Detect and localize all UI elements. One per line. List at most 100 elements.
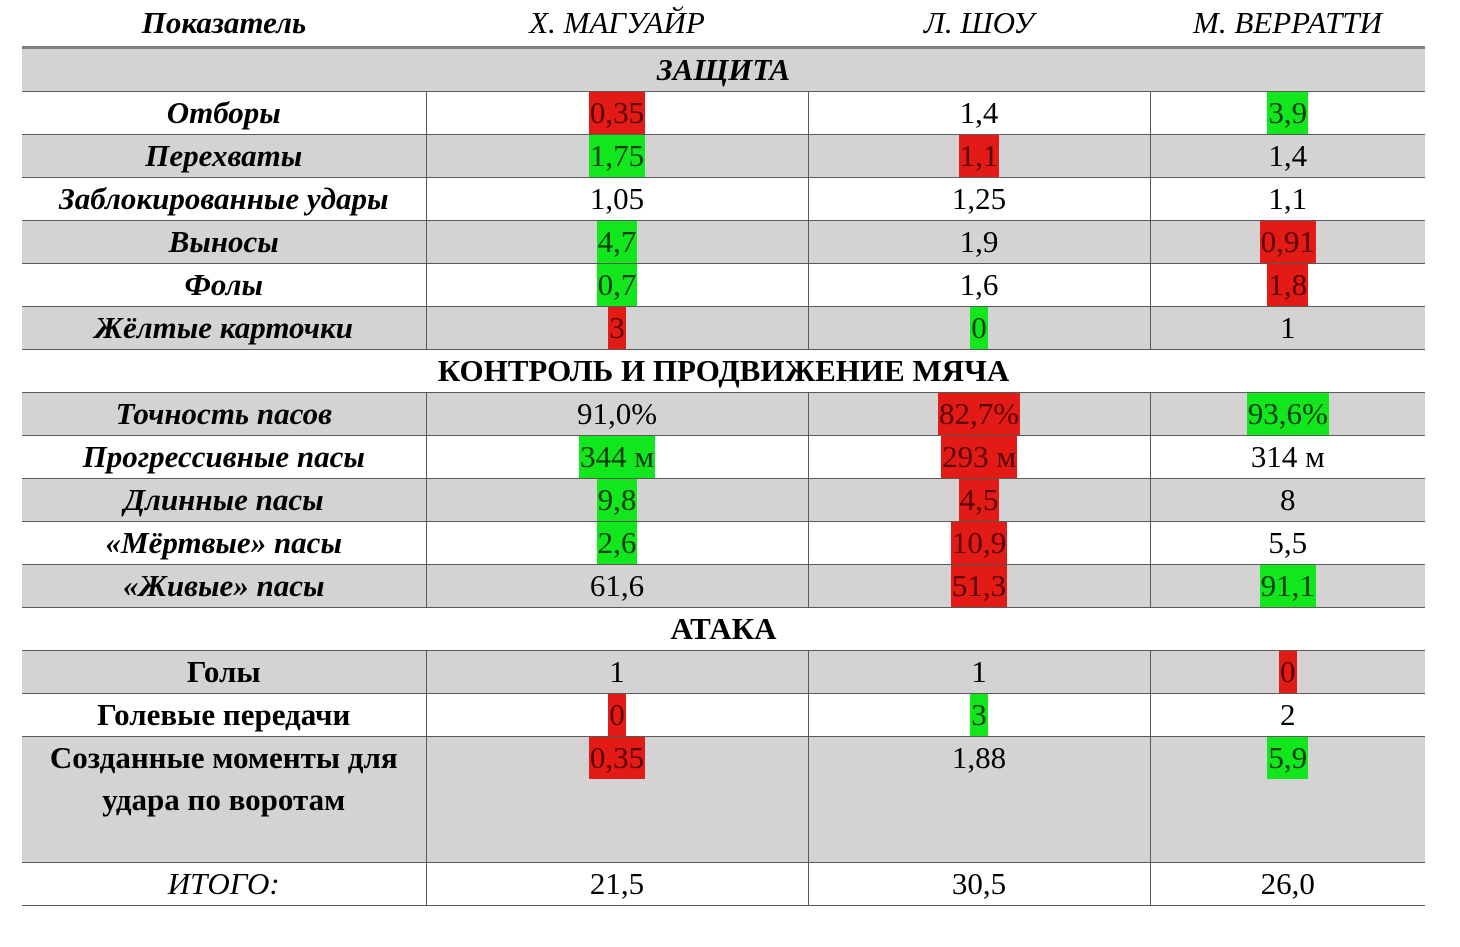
stat-value-cell: 2 [1149, 693, 1425, 737]
stat-value: 61,6 [589, 568, 645, 603]
stat-value-cell: 51,3 [807, 564, 1150, 608]
stat-label: «Живые» пасы [22, 564, 426, 608]
stat-value-cell: 1,1 [1149, 177, 1425, 221]
stat-value: 3 [970, 694, 988, 736]
stat-value: 314 м [1250, 439, 1325, 474]
stat-value-cell: 8 [1149, 478, 1425, 522]
stat-value: 1,05 [589, 181, 645, 216]
stat-value: 1,4 [1268, 138, 1308, 173]
stat-label: Выносы [22, 220, 426, 264]
total-value: 30,5 [807, 862, 1150, 906]
section-title: АТАКА [22, 607, 1425, 651]
stat-value-cell: 91,1 [1149, 564, 1425, 608]
stat-value-cell: 1,9 [807, 220, 1150, 264]
player-name: Л. ШОУ [808, 0, 1150, 49]
stat-row: Прогрессивные пасы 344 м 293 м 314 м [22, 435, 1425, 479]
stat-value: 2,6 [596, 522, 638, 564]
total-label: ИТОГО: [22, 862, 426, 906]
stat-value-cell: 1 [1149, 306, 1425, 350]
player-comparison-table: Показатель Х. МАГУАЙР Л. ШОУ М. ВЕРРАТТИ… [22, 0, 1425, 906]
stat-value-cell: 314 м [1149, 435, 1425, 479]
stat-value: 293 м [941, 436, 1017, 478]
stat-value: 0 [1279, 651, 1297, 693]
stat-row: Жёлтые карточки 3 0 1 [22, 306, 1425, 350]
stat-value-cell: 4,5 [807, 478, 1150, 522]
section-title: ЗАЩИТА [22, 47, 1425, 92]
stat-value-cell: 1 [425, 650, 808, 694]
stat-label: Точность пасов [22, 392, 426, 436]
stat-value: 1,4 [959, 95, 999, 130]
stat-value-cell: 0 [425, 693, 808, 737]
stat-value: 3 [608, 307, 626, 349]
stat-value: 4,5 [958, 479, 1000, 521]
stat-row: Длинные пасы 9,8 4,5 8 [22, 478, 1425, 522]
section-title: КОНТРОЛЬ И ПРОДВИЖЕНИЕ МЯЧА [22, 349, 1425, 393]
stat-value-cell: 0,91 [1149, 220, 1425, 264]
stat-value-cell: 1,88 [807, 736, 1150, 863]
stat-value: 0 [608, 694, 626, 736]
stat-value-cell: 0,7 [425, 263, 808, 307]
stat-value-cell: 1,4 [1149, 134, 1425, 178]
stat-value-cell: 4,7 [425, 220, 808, 264]
stat-value: 3,9 [1267, 92, 1309, 134]
stat-value-cell: 61,6 [425, 564, 808, 608]
stat-value-cell: 0,35 [425, 91, 808, 135]
stat-value-cell: 3,9 [1149, 91, 1425, 135]
stat-value-cell: 1,25 [807, 177, 1150, 221]
stat-label: Прогрессивные пасы [22, 435, 426, 479]
stat-value: 1,9 [959, 224, 999, 259]
stat-value: 1,1 [1268, 181, 1308, 216]
header-row: Показатель Х. МАГУАЙР Л. ШОУ М. ВЕРРАТТИ [22, 0, 1425, 49]
stat-value: 0,35 [588, 737, 646, 779]
player-name: Х. МАГУАЙР [426, 0, 808, 49]
stat-label: Заблокированные удары [22, 177, 426, 221]
stat-value: 91,0% [576, 396, 658, 431]
stat-value: 1,25 [951, 181, 1007, 216]
stat-value-cell: 1,05 [425, 177, 808, 221]
stat-value: 1,8 [1267, 264, 1309, 306]
stat-value: 1 [609, 654, 625, 689]
stat-value: 5,5 [1268, 525, 1308, 560]
stat-value: 0,35 [588, 92, 646, 134]
stat-row: Голевые передачи 0 3 2 [22, 693, 1425, 737]
stat-value-cell: 2,6 [425, 521, 808, 565]
stat-value-cell: 344 м [425, 435, 808, 479]
player-name: М. ВЕРРАТТИ [1150, 0, 1425, 49]
stat-label: Голы [22, 650, 426, 694]
stat-value-cell: 3 [425, 306, 808, 350]
total-value: 21,5 [425, 862, 808, 906]
stat-value: 51,3 [950, 565, 1008, 607]
stat-label: «Мёртвые» пасы [22, 521, 426, 565]
stat-value: 1 [971, 654, 987, 689]
stat-value-cell: 93,6% [1149, 392, 1425, 436]
stat-value: 1,88 [951, 740, 1007, 775]
stat-value: 10,9 [950, 522, 1008, 564]
stat-value: 1,6 [959, 267, 999, 302]
stat-value-cell: 5,5 [1149, 521, 1425, 565]
stat-value-cell: 3 [807, 693, 1150, 737]
stat-value-cell: 1,4 [807, 91, 1150, 135]
stat-value: 91,1 [1259, 565, 1316, 607]
stat-value: 5,9 [1267, 737, 1309, 779]
stat-row: Точность пасов 91,0% 82,7% 93,6% [22, 392, 1425, 436]
stat-row: Созданные моменты для удара по воротам 0… [22, 736, 1425, 863]
stat-value-cell: 10,9 [807, 521, 1150, 565]
stat-label: Голевые передачи [22, 693, 426, 737]
header-label: Показатель [22, 0, 426, 49]
stat-label: Фолы [22, 263, 426, 307]
stat-value: 0 [970, 307, 988, 349]
stat-value: 1 [1280, 310, 1296, 345]
total-row: ИТОГО: 21,5 30,5 26,0 [22, 862, 1425, 906]
stat-value: 1,75 [588, 135, 646, 177]
stat-value: 0,91 [1259, 221, 1316, 263]
stat-value-cell: 0 [1149, 650, 1425, 694]
stat-value: 9,8 [596, 479, 638, 521]
stat-value-cell: 1,1 [807, 134, 1150, 178]
stat-value-cell: 1,8 [1149, 263, 1425, 307]
stat-value: 0,7 [596, 264, 638, 306]
stat-value: 82,7% [937, 393, 1021, 435]
stat-value: 2 [1280, 697, 1296, 732]
stat-value-cell: 91,0% [425, 392, 808, 436]
stat-row: Голы 1 1 0 [22, 650, 1425, 694]
stat-value: 4,7 [596, 221, 638, 263]
